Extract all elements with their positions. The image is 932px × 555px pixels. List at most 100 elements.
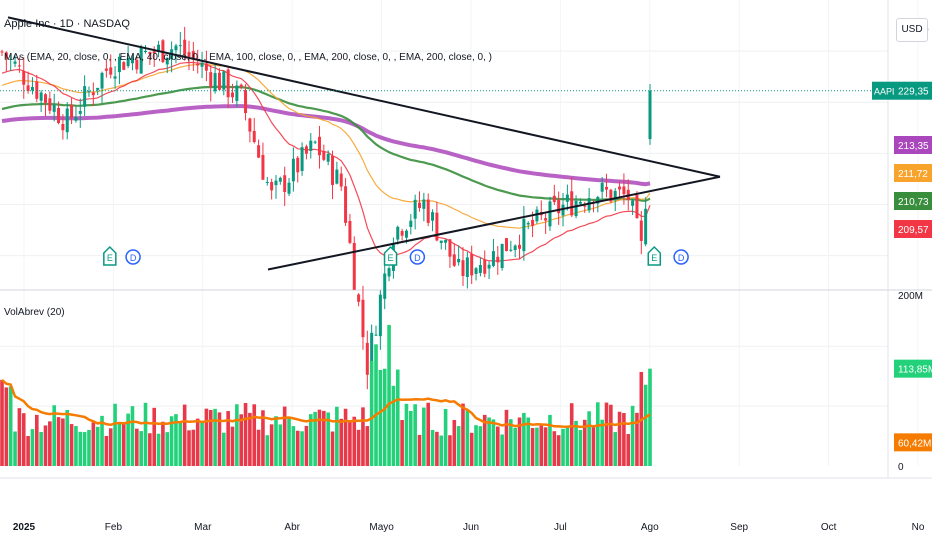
candle-body <box>344 186 348 223</box>
price-candle <box>444 239 448 250</box>
candle-body <box>452 254 456 266</box>
price-candle <box>513 244 517 258</box>
upper-trendline <box>7 16 721 178</box>
candle-body <box>600 182 604 192</box>
price-candle <box>35 74 39 103</box>
volume-bar <box>622 413 626 466</box>
volume-bar <box>4 387 9 466</box>
price-candle <box>144 45 148 54</box>
price-candle <box>331 150 335 200</box>
volume-legend[interactable]: VolAbrev (20) <box>4 307 65 318</box>
price-candle <box>348 213 352 245</box>
lower-trendline <box>267 175 721 271</box>
time-axis-label: Jun <box>463 522 479 533</box>
candle-body <box>191 51 195 59</box>
price-candle <box>104 60 108 78</box>
tag-text: 209,57 <box>898 225 929 236</box>
price-candle <box>570 176 574 218</box>
volume-bar <box>174 414 178 466</box>
candle-body <box>209 72 213 88</box>
candle-body <box>605 186 609 190</box>
candle-body <box>165 57 169 65</box>
moving-averages-legend[interactable]: MAs (EMA, 20, close, 0, , EMA, 40, close… <box>4 52 492 63</box>
volume-bar <box>148 433 152 466</box>
price-candle <box>605 173 609 198</box>
volume-bar <box>308 414 313 466</box>
candle-body <box>270 182 274 191</box>
price-candle <box>544 213 548 234</box>
volume-bar <box>78 431 83 466</box>
volume-bar <box>526 417 531 466</box>
candle-body <box>322 150 326 160</box>
marker-shape <box>103 245 117 266</box>
volume-bar <box>504 409 509 466</box>
price-candle <box>418 191 422 212</box>
price-candle <box>565 184 569 211</box>
candle-body <box>96 87 100 90</box>
candle-body <box>504 238 508 252</box>
volume-bar <box>221 432 226 466</box>
candle-body <box>544 218 548 221</box>
price-candle <box>478 257 482 277</box>
price-candle <box>609 188 613 204</box>
marker-shape <box>673 249 689 265</box>
marker-letter: E <box>388 253 394 263</box>
price-candle <box>183 26 187 61</box>
volume-bar <box>391 385 396 466</box>
price-candle <box>274 175 278 199</box>
price-candle <box>522 206 526 261</box>
volume-bar <box>326 412 330 466</box>
volume-bar <box>469 432 474 466</box>
volume-bar <box>239 414 243 466</box>
price-candle <box>261 142 265 181</box>
price-candle <box>230 83 234 103</box>
price-candle <box>317 125 321 169</box>
price-candle <box>631 199 635 216</box>
price-candle <box>457 245 461 266</box>
currency-button[interactable]: USD <box>896 18 928 42</box>
volume-bar <box>335 406 339 466</box>
price-candle <box>587 188 591 213</box>
volume-bar <box>243 402 248 466</box>
candle-body <box>583 205 587 207</box>
volume-bar <box>182 404 187 466</box>
tag-text: 211,72 <box>898 169 928 180</box>
volume-bar <box>274 416 278 466</box>
candle-body <box>644 208 648 245</box>
candle-body <box>244 89 248 114</box>
price-candle <box>61 114 65 140</box>
candle-body <box>622 186 626 195</box>
time-axis-label: 2025 <box>13 522 36 533</box>
volume-bar <box>513 427 517 466</box>
symbol-title[interactable]: Apple Inc · 1D · NASDAQ <box>4 18 130 30</box>
volume-bar <box>648 368 652 466</box>
candle-body <box>200 62 204 67</box>
candle-body <box>230 92 234 98</box>
time-axis-label: Mayo <box>369 522 394 533</box>
volume-bar <box>126 413 130 466</box>
price-candle <box>117 53 121 85</box>
price-candle <box>474 266 478 281</box>
price-candle <box>26 71 30 94</box>
volume-bar <box>456 426 461 466</box>
volume-bar <box>230 426 235 466</box>
volume-bar <box>552 431 557 466</box>
candle-body <box>248 118 252 132</box>
volume-bar <box>56 417 61 466</box>
tag-text: AAPL <box>874 87 897 97</box>
price-candle <box>335 161 339 185</box>
price-candle <box>30 77 34 95</box>
volume-bar <box>121 422 126 466</box>
price-candle <box>270 178 274 200</box>
volume-bar <box>509 419 513 466</box>
price-candle <box>487 261 491 280</box>
tag-bg <box>894 359 932 378</box>
candle-body <box>157 44 161 52</box>
marker-shape <box>125 249 141 265</box>
volume-bar <box>609 404 613 466</box>
price-candle <box>596 195 600 213</box>
volume-bar <box>361 407 365 466</box>
volume-bar <box>452 419 457 466</box>
